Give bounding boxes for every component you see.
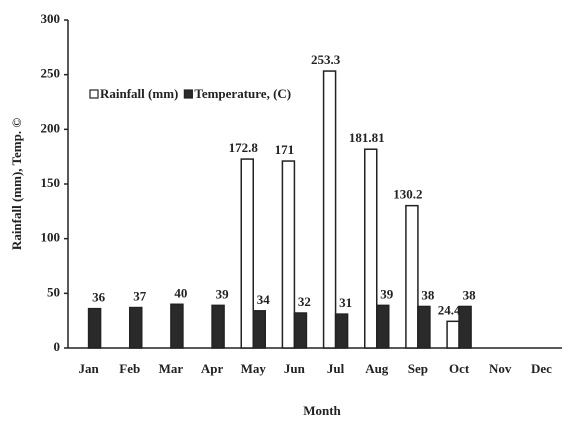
x-tick-label: Mar [159,361,184,376]
y-axis-label: Rainfall (mm), Temp. © [9,118,24,250]
data-label: 34 [257,292,271,307]
data-label: 130.2 [393,187,422,202]
bar [252,310,266,349]
x-tick-label: Sep [408,361,428,376]
bar [293,312,308,349]
bar [446,320,460,349]
legend-swatch [183,89,193,99]
data-label: 172.8 [229,140,259,155]
y-tick-label: 300 [41,11,61,26]
data-label: 171 [275,142,295,157]
y-tick-label: 100 [41,230,61,245]
y-tick-label: 50 [47,284,60,299]
bar [458,305,472,349]
bar [376,304,390,349]
legend-label: Temperature, (C) [194,86,291,101]
bar [240,158,254,349]
bar [334,313,349,349]
bar [129,306,143,349]
legend-label: Rainfall (mm) [100,86,178,101]
x-tick-label: Oct [449,361,470,376]
data-label: 39 [216,286,230,301]
y-tick-label: 200 [41,120,61,135]
bar [417,305,431,349]
data-label: 36 [92,290,106,305]
x-tick-label: May [241,361,267,376]
x-tick-label: Jan [78,361,99,376]
data-label: 38 [463,287,477,302]
data-label: 40 [174,285,187,300]
bar [405,204,419,349]
data-label: 31 [339,295,352,310]
y-tick-label: 250 [41,66,61,81]
x-tick-label: Jul [327,361,345,376]
bar [364,148,378,349]
legend-swatch [89,89,99,99]
bar [170,303,184,349]
y-tick-label: 0 [54,339,61,354]
data-label: 24.4 [438,302,461,317]
x-tick-label: Nov [489,361,512,376]
data-label: 37 [133,289,147,304]
x-tick-label: Apr [201,361,224,376]
bar [281,160,296,349]
x-tick-label: Feb [119,361,140,376]
data-label: 253.3 [311,52,341,67]
bar [322,70,337,349]
data-label: 38 [421,287,435,302]
bar [211,304,225,349]
x-tick-label: Dec [531,361,552,376]
x-tick-label: Jun [284,361,306,376]
x-tick-label: Aug [365,361,389,376]
bar [87,307,102,349]
data-label: 32 [298,294,311,309]
data-label: 181.81 [349,130,385,145]
x-axis-label: Month [303,403,341,418]
y-tick-label: 150 [41,175,61,190]
data-label: 39 [380,286,394,301]
